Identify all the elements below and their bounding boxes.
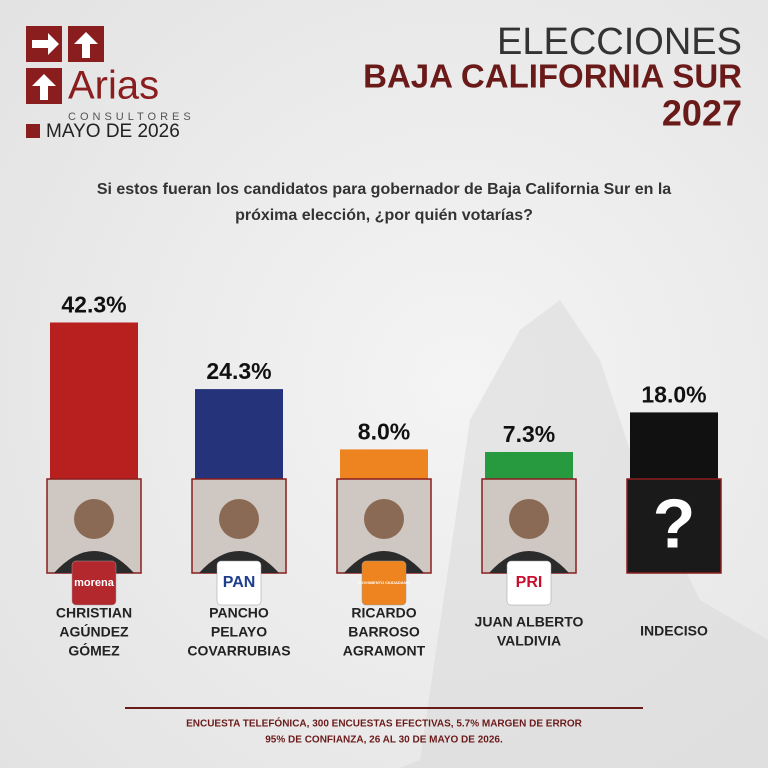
title-1: ELECCIONES [497, 21, 742, 63]
value-label: 42.3% [61, 292, 126, 318]
date-box [26, 124, 40, 138]
undecided-mark: ? [653, 484, 696, 562]
bar [340, 449, 428, 479]
category-label: RICARDO [351, 605, 416, 621]
category-label: JUAN ALBERTO [475, 614, 584, 630]
value-label: 7.3% [503, 421, 555, 447]
category-label: CHRISTIAN [56, 605, 132, 621]
party-logo [361, 560, 407, 606]
party-name: PAN [223, 574, 256, 591]
logo-arrows [32, 32, 98, 100]
category-label: BARROSO [348, 624, 420, 640]
party-name: morena [74, 577, 115, 589]
bar [50, 322, 138, 479]
party-logo [71, 560, 117, 606]
photo [626, 478, 722, 574]
bar [630, 412, 718, 479]
category-label: INDECISO [640, 623, 708, 639]
photo-head [509, 499, 549, 539]
photo-head [364, 499, 404, 539]
category-label: PELAYO [211, 624, 267, 640]
footer: ENCUESTA TELEFÓNICA, 300 ENCUESTAS EFECT… [186, 717, 583, 730]
title-3: 2027 [662, 93, 742, 134]
party-logo [506, 560, 552, 606]
party-name: PRI [516, 574, 543, 591]
photo-head [74, 499, 114, 539]
bar [195, 389, 283, 479]
question: próxima elección, ¿por quién votarías? [235, 207, 533, 224]
bar [485, 451, 573, 479]
photo-head [219, 499, 259, 539]
category-label: AGÚNDEZ [59, 623, 129, 640]
brand-sub: CONSULTORES [68, 111, 195, 123]
footer: 95% DE CONFIANZA, 26 AL 30 DE MAYO DE 20… [265, 735, 503, 746]
category-label: AGRAMONT [343, 643, 426, 659]
value-label: 24.3% [206, 358, 271, 384]
question: Si estos fueran los candidatos para gobe… [97, 181, 671, 198]
date: MAYO DE 2026 [46, 121, 180, 142]
value-label: 18.0% [641, 381, 706, 407]
party-logo [216, 560, 262, 606]
title-2: BAJA CALIFORNIA SUR [363, 58, 742, 95]
category-label: GÓMEZ [68, 642, 120, 659]
mountain-bg [400, 300, 768, 768]
party-name: MOVIMIENTO CIUDADANO [358, 580, 409, 585]
category-label: COVARRUBIAS [187, 643, 290, 659]
logo: Arias CONSULTORES MAYO DE 2026 [26, 26, 195, 142]
brand: Arias [68, 64, 159, 108]
value-label: 8.0% [358, 418, 410, 444]
category-label: VALDIVIA [497, 633, 561, 649]
category-label: PANCHO [209, 605, 269, 621]
